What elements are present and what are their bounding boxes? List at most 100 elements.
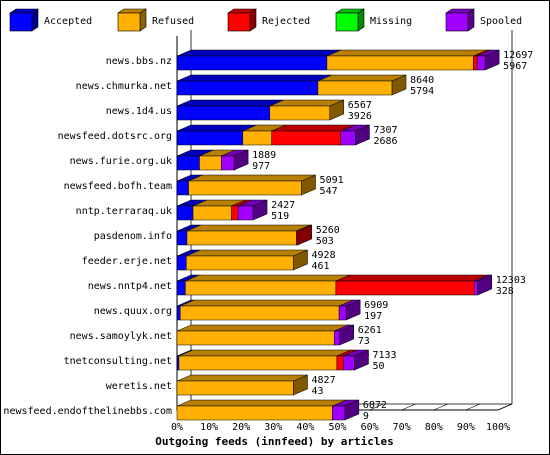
bar-side [329,99,345,121]
x-tick-label: 40% [296,422,314,433]
legend-swatch-side [31,8,39,32]
bar-count-label: 977 [252,161,270,172]
legend-swatch-side [139,8,147,32]
bar-side [293,374,308,396]
bar-side [354,349,369,371]
category-label: news.bbs.nz [106,56,172,67]
bar-segment [473,280,479,296]
bar-segment [338,305,347,321]
category-label: feeder.erje.net [82,256,172,267]
bar-segment [473,55,478,71]
bar-segment-top [185,274,350,282]
legend-swatch-side [467,8,475,32]
bar-segment-top [186,249,308,257]
category-label: tnetconsulting.net [64,356,172,367]
bar-side [301,174,316,196]
bar-segment-top [178,349,351,357]
bar-segment [176,180,189,196]
bar-total-label: 8640 [410,75,434,86]
legend: Accepted Refused Rejected Missing Spooled [9,8,522,32]
bar-segment [186,230,297,246]
bar-segment [237,205,254,221]
bar-segment [343,355,355,371]
x-tick-label: 0% [171,422,183,433]
bar-segment-top [176,324,349,332]
x-tick-label: 70% [393,422,411,433]
bar-side [484,49,500,71]
bar-segment [185,280,337,296]
bar-side [355,124,370,146]
bar-segment [186,255,294,271]
bar-segment [176,55,328,71]
legend-item: Refused [117,8,194,32]
bar-segment-top [326,49,488,57]
bar-total-label: 6872 [363,400,387,411]
bar-count-label: 43 [312,386,324,397]
category-label: news.quux.org [94,306,172,317]
bar-segment [221,155,235,171]
category-label: news.chmurka.net [76,81,172,92]
x-tick-label: 50% [328,422,346,433]
bar-segment-top [188,174,316,182]
bar-count-label: 461 [312,261,330,272]
bar-segment [476,55,486,71]
bar-count-label: 9 [363,411,369,422]
bar-count-label: 2686 [373,136,397,147]
x-tick-mark [401,403,416,411]
bar-segment-top [180,299,354,307]
bar-count-label: 197 [364,311,382,322]
x-tick-label: 100% [486,422,510,433]
bar-segment [326,55,474,71]
x-tick-mark [497,403,513,411]
bar-total-label: 12697 [503,50,533,61]
bar-side [297,224,312,246]
bar-segment [242,130,272,146]
bar-segment [179,305,340,321]
bar-total-label: 6567 [348,100,372,111]
bar-segment-top [176,99,284,107]
bar-segment-top [186,224,311,232]
category-label: news.nntp4.net [88,281,172,292]
bar-segment [335,280,475,296]
bar-count-label: 328 [496,286,514,297]
bar-count-label: 5967 [503,61,527,72]
bar-segment [176,155,200,171]
bar-side [293,249,308,271]
legend-swatch [227,12,251,32]
bar-segment [176,230,188,246]
bar-segment [176,255,187,271]
bar-total-label: 4827 [312,375,336,386]
bar-count-label: 73 [358,336,370,347]
bar-total-label: 4928 [312,250,336,261]
legend-item: Accepted [9,8,92,32]
bar-segment [192,205,232,221]
bar-total-label: 5260 [316,225,340,236]
legend-item: Missing [335,8,412,32]
legend-swatch [445,12,469,32]
bar-side [345,299,361,321]
x-tick-mark [369,403,384,411]
bar-count-label: 519 [271,211,289,222]
x-axis-label: Outgoing feeds (innfeed) by articles [155,435,393,448]
legend-item: Spooled [445,8,522,32]
x-tick-label: 30% [264,422,282,433]
bar-segment [176,330,335,346]
bar-segment [176,380,294,396]
category-label: newsfeed.endofthelinebbs.com [3,406,172,417]
legend-label: Rejected [262,16,310,27]
legend-swatch [335,12,359,32]
x-tick-label: 90% [457,422,475,433]
legend-label: Refused [152,16,194,27]
x-tick-mark [465,403,481,411]
bar-segment [176,280,186,296]
bar-segment [317,80,393,96]
bar-side [344,399,360,421]
category-label: pasdenom.info [94,231,172,242]
bar-total-label: 7307 [373,125,397,136]
bar-side [252,199,268,221]
x-tick-label: 20% [232,422,250,433]
bar-count-label: 3926 [348,111,372,122]
bar-segment [176,105,271,121]
x-tick-label: 60% [361,422,379,433]
x-tick-mark [433,403,448,411]
